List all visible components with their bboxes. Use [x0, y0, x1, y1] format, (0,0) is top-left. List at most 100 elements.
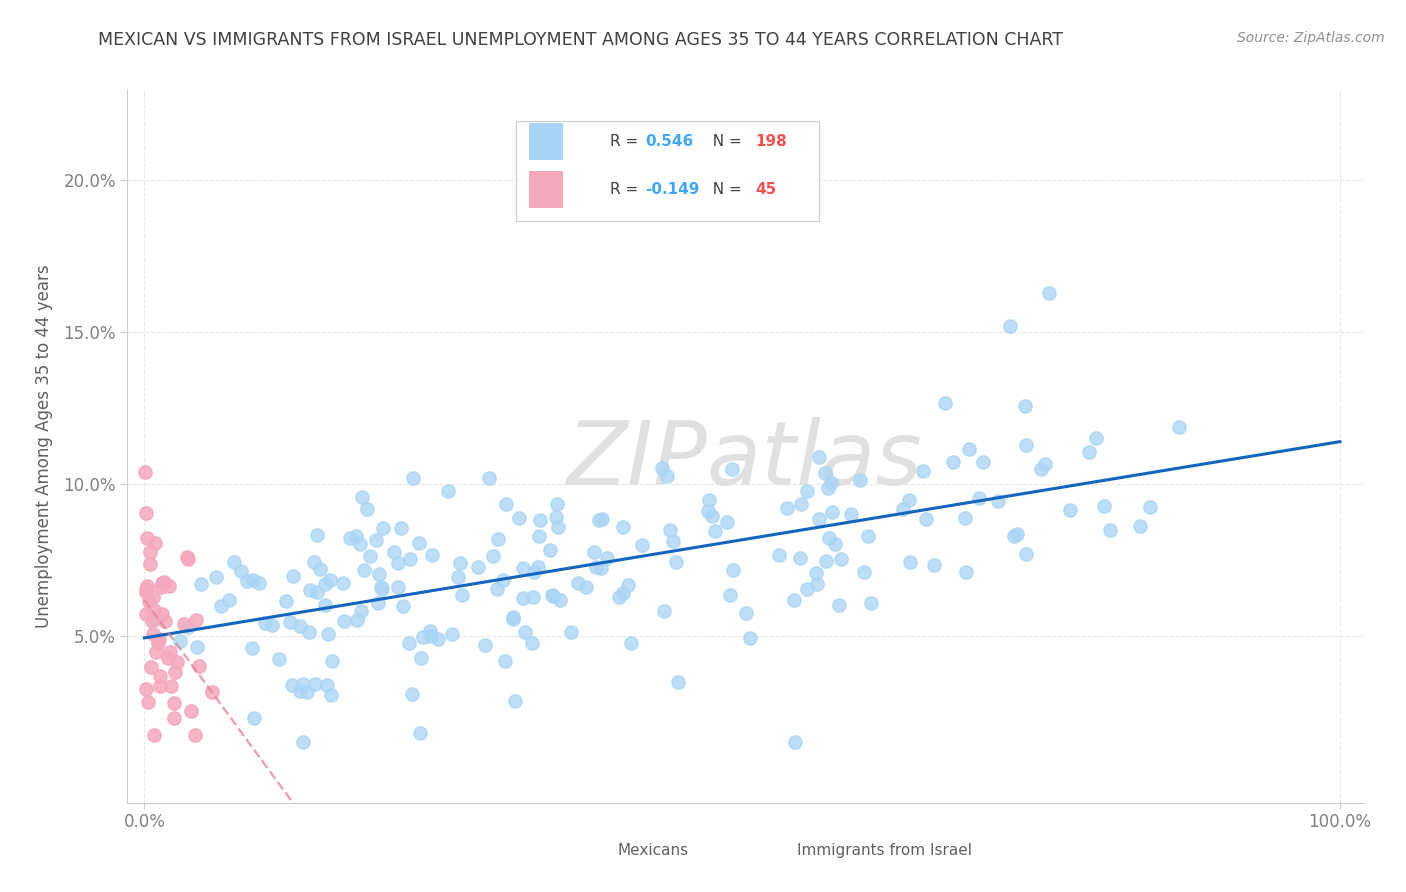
- Point: [934, 396, 956, 410]
- Point: [1015, 547, 1038, 561]
- Point: [849, 473, 872, 487]
- Bar: [585, 839, 612, 862]
- Point: [1033, 457, 1056, 471]
- Point: [332, 576, 354, 591]
- Point: [814, 553, 837, 567]
- Point: [267, 652, 290, 666]
- Point: [177, 620, 200, 634]
- Point: [427, 632, 450, 646]
- Point: [665, 555, 688, 569]
- Point: [488, 532, 510, 546]
- Point: [321, 654, 343, 668]
- Text: Immigrants from Israel: Immigrants from Israel: [797, 843, 972, 858]
- Point: [515, 625, 537, 640]
- Point: [891, 502, 914, 516]
- Point: [450, 588, 472, 602]
- Point: [721, 462, 744, 476]
- Point: [508, 511, 530, 525]
- Point: [441, 627, 464, 641]
- Point: [860, 596, 883, 610]
- Text: N =: N =: [703, 182, 747, 196]
- Point: [253, 615, 276, 630]
- Point: [412, 631, 434, 645]
- Point: [523, 566, 546, 580]
- Point: [136, 531, 159, 545]
- Point: [298, 582, 321, 597]
- Point: [856, 529, 879, 543]
- Point: [262, 618, 284, 632]
- Point: [503, 694, 526, 708]
- Point: [502, 610, 524, 624]
- Point: [478, 470, 501, 484]
- Point: [353, 563, 375, 577]
- Point: [782, 592, 804, 607]
- Text: R =: R =: [610, 182, 644, 196]
- Point: [352, 490, 374, 504]
- Point: [776, 500, 799, 515]
- Point: [155, 614, 177, 628]
- Point: [370, 582, 392, 597]
- Bar: [763, 839, 792, 862]
- Point: [527, 529, 550, 543]
- Point: [150, 607, 173, 622]
- Point: [955, 565, 977, 579]
- Point: [1139, 500, 1161, 514]
- Point: [186, 613, 208, 627]
- Point: [967, 491, 990, 505]
- Point: [697, 504, 720, 518]
- Point: [408, 726, 430, 740]
- Point: [307, 585, 329, 599]
- Point: [242, 573, 264, 587]
- Point: [318, 573, 340, 587]
- Point: [143, 612, 166, 626]
- Point: [612, 520, 634, 534]
- Point: [201, 685, 224, 699]
- Point: [387, 556, 409, 570]
- Point: [392, 599, 415, 613]
- Point: [139, 545, 162, 559]
- Point: [159, 645, 181, 659]
- Point: [149, 668, 172, 682]
- Point: [520, 636, 543, 650]
- Point: [163, 710, 186, 724]
- Point: [839, 508, 862, 522]
- Point: [356, 502, 378, 516]
- Bar: [529, 170, 564, 208]
- Point: [138, 695, 160, 709]
- Point: [942, 454, 965, 468]
- Point: [807, 512, 830, 526]
- Point: [281, 678, 304, 692]
- Point: [512, 591, 534, 606]
- Text: R =: R =: [610, 134, 644, 149]
- Point: [319, 688, 342, 702]
- Point: [371, 521, 394, 535]
- Point: [402, 470, 425, 484]
- Point: [135, 584, 157, 599]
- Point: [229, 564, 252, 578]
- Point: [367, 596, 389, 610]
- Point: [142, 590, 165, 604]
- Point: [142, 603, 165, 617]
- Point: [292, 677, 315, 691]
- Point: [734, 606, 756, 620]
- Point: [186, 640, 208, 655]
- Point: [316, 627, 339, 641]
- Point: [169, 634, 191, 648]
- Point: [163, 696, 186, 710]
- Point: [502, 612, 524, 626]
- Point: [467, 560, 489, 574]
- Text: ZIPatlas: ZIPatlas: [568, 417, 922, 503]
- Point: [617, 578, 640, 592]
- Point: [630, 538, 652, 552]
- Point: [652, 604, 675, 618]
- Point: [350, 604, 373, 618]
- Point: [290, 619, 312, 633]
- Point: [209, 599, 232, 614]
- Point: [389, 521, 412, 535]
- Point: [145, 645, 167, 659]
- Bar: [529, 123, 564, 160]
- Point: [344, 529, 367, 543]
- Point: [474, 638, 496, 652]
- Point: [1168, 420, 1191, 434]
- Point: [176, 549, 198, 564]
